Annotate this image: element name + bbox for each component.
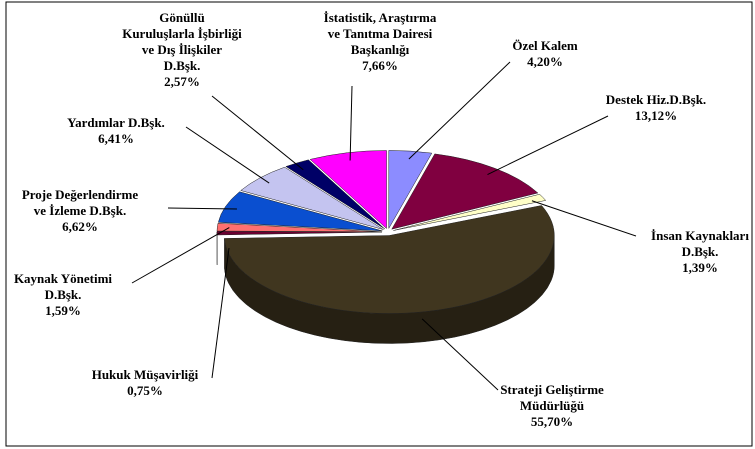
category-label: Proje Değerlendirme bbox=[22, 187, 139, 202]
category-label: D.Bşk. bbox=[682, 244, 719, 259]
slice bbox=[393, 193, 547, 231]
value-label: 7,66% bbox=[362, 58, 398, 73]
leader-line bbox=[185, 126, 270, 184]
leader-line bbox=[421, 318, 499, 391]
category-label: ve Dış İlişkiler bbox=[142, 42, 222, 57]
value-label: 1,39% bbox=[682, 260, 718, 275]
value-label: 6,41% bbox=[98, 131, 134, 146]
slice bbox=[216, 223, 383, 233]
slice bbox=[240, 166, 384, 230]
leader-line bbox=[408, 61, 511, 160]
category-label: Strateji Geliştirme bbox=[500, 382, 604, 397]
category-label: D.Bşk. bbox=[164, 58, 201, 73]
category-label: ve Tanıtma Dairesi bbox=[328, 26, 433, 41]
value-label: 13,12% bbox=[635, 108, 677, 123]
slice bbox=[217, 191, 383, 232]
leader-line bbox=[487, 115, 609, 176]
category-label: Kuruluşlarla İşbirliği bbox=[122, 26, 242, 41]
leader-line bbox=[531, 200, 637, 237]
slice bbox=[391, 153, 539, 230]
value-label: 6,62% bbox=[62, 219, 98, 234]
slice-label: Destek Hiz.D.Bşk.13,12% bbox=[606, 92, 706, 123]
category-label: Gönüllü bbox=[159, 10, 205, 25]
leader-line bbox=[211, 247, 230, 379]
category-label: Özel Kalem bbox=[512, 38, 578, 53]
leader-line bbox=[167, 207, 237, 210]
slice bbox=[224, 205, 555, 314]
leader-line bbox=[211, 95, 304, 171]
category-label: Kaynak Yönetimi bbox=[14, 271, 112, 286]
value-label: 2,57% bbox=[164, 74, 200, 89]
category-label: Müdürlüğü bbox=[520, 398, 584, 413]
category-label: İnsan Kaynakları bbox=[651, 228, 749, 243]
leader-line bbox=[349, 85, 353, 161]
value-label: 4,20% bbox=[527, 54, 563, 69]
slice bbox=[388, 150, 433, 230]
category-label: Hukuk Müşavirliği bbox=[92, 367, 199, 382]
slice-label: Yardımlar D.Bşk.6,41% bbox=[67, 115, 165, 146]
category-label: Başkanlığı bbox=[351, 42, 410, 57]
value-label: 0,75% bbox=[127, 383, 163, 398]
value-label: 55,70% bbox=[531, 414, 573, 429]
category-label: D.Bşk. bbox=[45, 287, 82, 302]
value-label: 1,59% bbox=[45, 303, 81, 318]
category-label: Destek Hiz.D.Bşk. bbox=[606, 92, 706, 107]
slice bbox=[309, 150, 387, 230]
category-label: İstatistik, Araştırma bbox=[324, 10, 437, 25]
leader-line bbox=[131, 227, 230, 284]
category-label: Yardımlar D.Bşk. bbox=[67, 115, 165, 130]
category-label: ve İzleme D.Bşk. bbox=[34, 203, 126, 218]
slice bbox=[285, 159, 385, 230]
